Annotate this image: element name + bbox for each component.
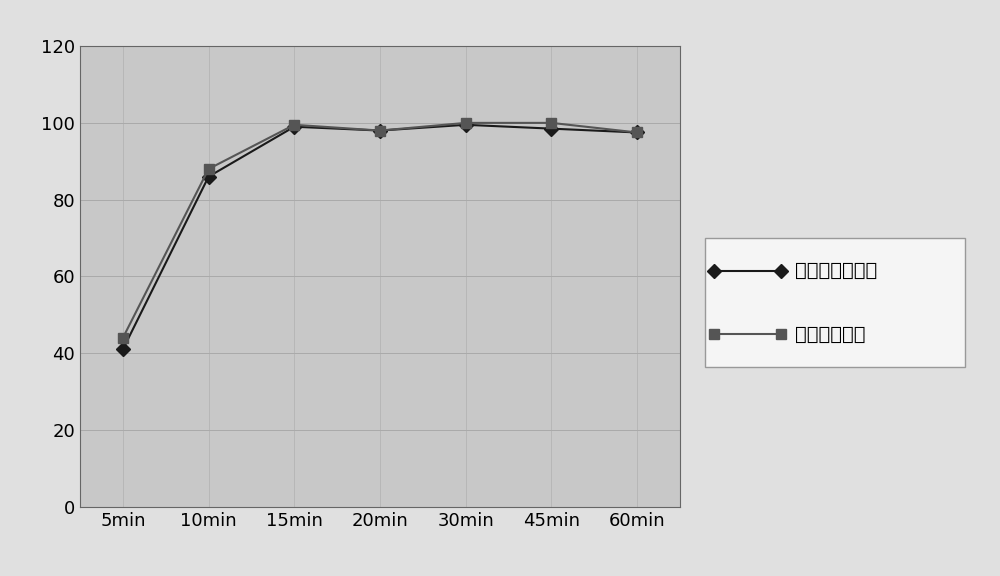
Text: 自制品缓沙坦: 自制品缓沙坦 xyxy=(794,325,865,343)
Text: 自制品氨氯地平: 自制品氨氯地平 xyxy=(794,262,877,280)
FancyBboxPatch shape xyxy=(705,238,965,367)
